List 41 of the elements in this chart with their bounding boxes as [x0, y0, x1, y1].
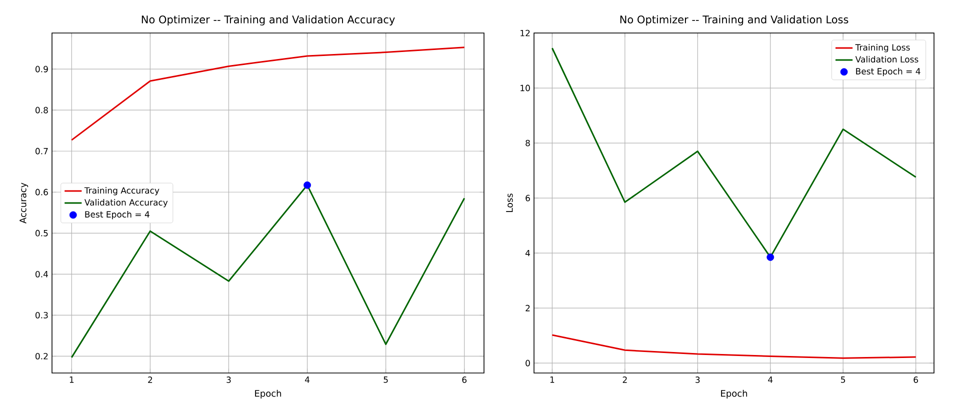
- x-tick-label: 6: [914, 376, 918, 383]
- x-tick-label: 3: [226, 376, 231, 383]
- y-tick-label: 12: [520, 30, 530, 36]
- x-axis-title: Epoch: [721, 390, 748, 399]
- legend-label: Training Accuracy: [84, 187, 160, 196]
- x-tick-label: 5: [384, 376, 388, 383]
- x-tick-label: 1: [70, 376, 74, 383]
- legend-label: Validation Accuracy: [84, 199, 168, 208]
- y-tick-label: 6: [526, 194, 530, 202]
- y-tick-label: 0: [526, 360, 530, 366]
- y-tick-label: 2: [526, 304, 530, 312]
- x-tick-label: 6: [462, 376, 467, 383]
- chart-title: No Optimizer -- Training and Validation Accuracy: [142, 15, 395, 26]
- line-series: [70, 46, 466, 141]
- y-tick-label: 0.5: [36, 230, 48, 236]
- line-series: [551, 334, 917, 359]
- legend-label: Best Epoch = 4: [856, 68, 920, 76]
- y-axis-title: Loss: [506, 194, 513, 212]
- x-tick-label: 2: [148, 376, 152, 383]
- x-tick-label: 5: [841, 376, 846, 383]
- chart-title: No Optimizer -- Training and Validation Loss: [620, 15, 848, 26]
- y-tick-label: 0.6: [36, 188, 48, 196]
- y-tick-label: 0.2: [36, 352, 48, 360]
- y-tick-label: 4: [525, 250, 530, 256]
- y-axis-title: Accuracy: [20, 182, 28, 224]
- x-axis-title: Epoch: [255, 390, 282, 399]
- y-tick-label: 0.3: [36, 312, 48, 318]
- y-tick-label: 0.8: [36, 106, 48, 114]
- legend-label: Training Loss: [855, 44, 910, 52]
- y-tick-label: 0.4: [36, 270, 48, 278]
- legend-label: Best Epoch = 4: [85, 210, 150, 220]
- y-tick-label: 0.7: [36, 148, 48, 154]
- x-tick-label: 4: [768, 376, 773, 383]
- y-tick-label: 10: [520, 84, 530, 92]
- y-tick-label: 0.9: [36, 66, 48, 72]
- x-tick-label: 3: [696, 376, 700, 383]
- x-tick-label: 1: [550, 376, 554, 383]
- x-tick-label: 2: [622, 376, 627, 383]
- legend-label: Validation Loss: [855, 56, 918, 63]
- x-tick-label: 4: [304, 376, 310, 383]
- y-tick-label: 8: [526, 140, 530, 146]
